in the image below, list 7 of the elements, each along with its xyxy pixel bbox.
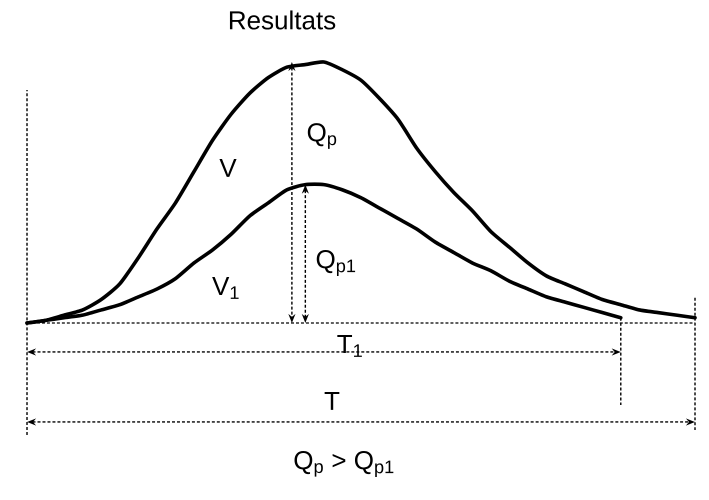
text: Q$_{p}$ > Q$_{p1}$	[294, 451, 394, 477]
text: T	[324, 392, 340, 410]
series-label: V$_{1}$	[212, 277, 239, 299]
series-label: V	[219, 159, 237, 177]
annotation: Q$_{p}$	[308, 123, 336, 149]
chart-title: Resultats	[230, 10, 336, 30]
annotation: Q$_{p1}$	[316, 250, 356, 276]
